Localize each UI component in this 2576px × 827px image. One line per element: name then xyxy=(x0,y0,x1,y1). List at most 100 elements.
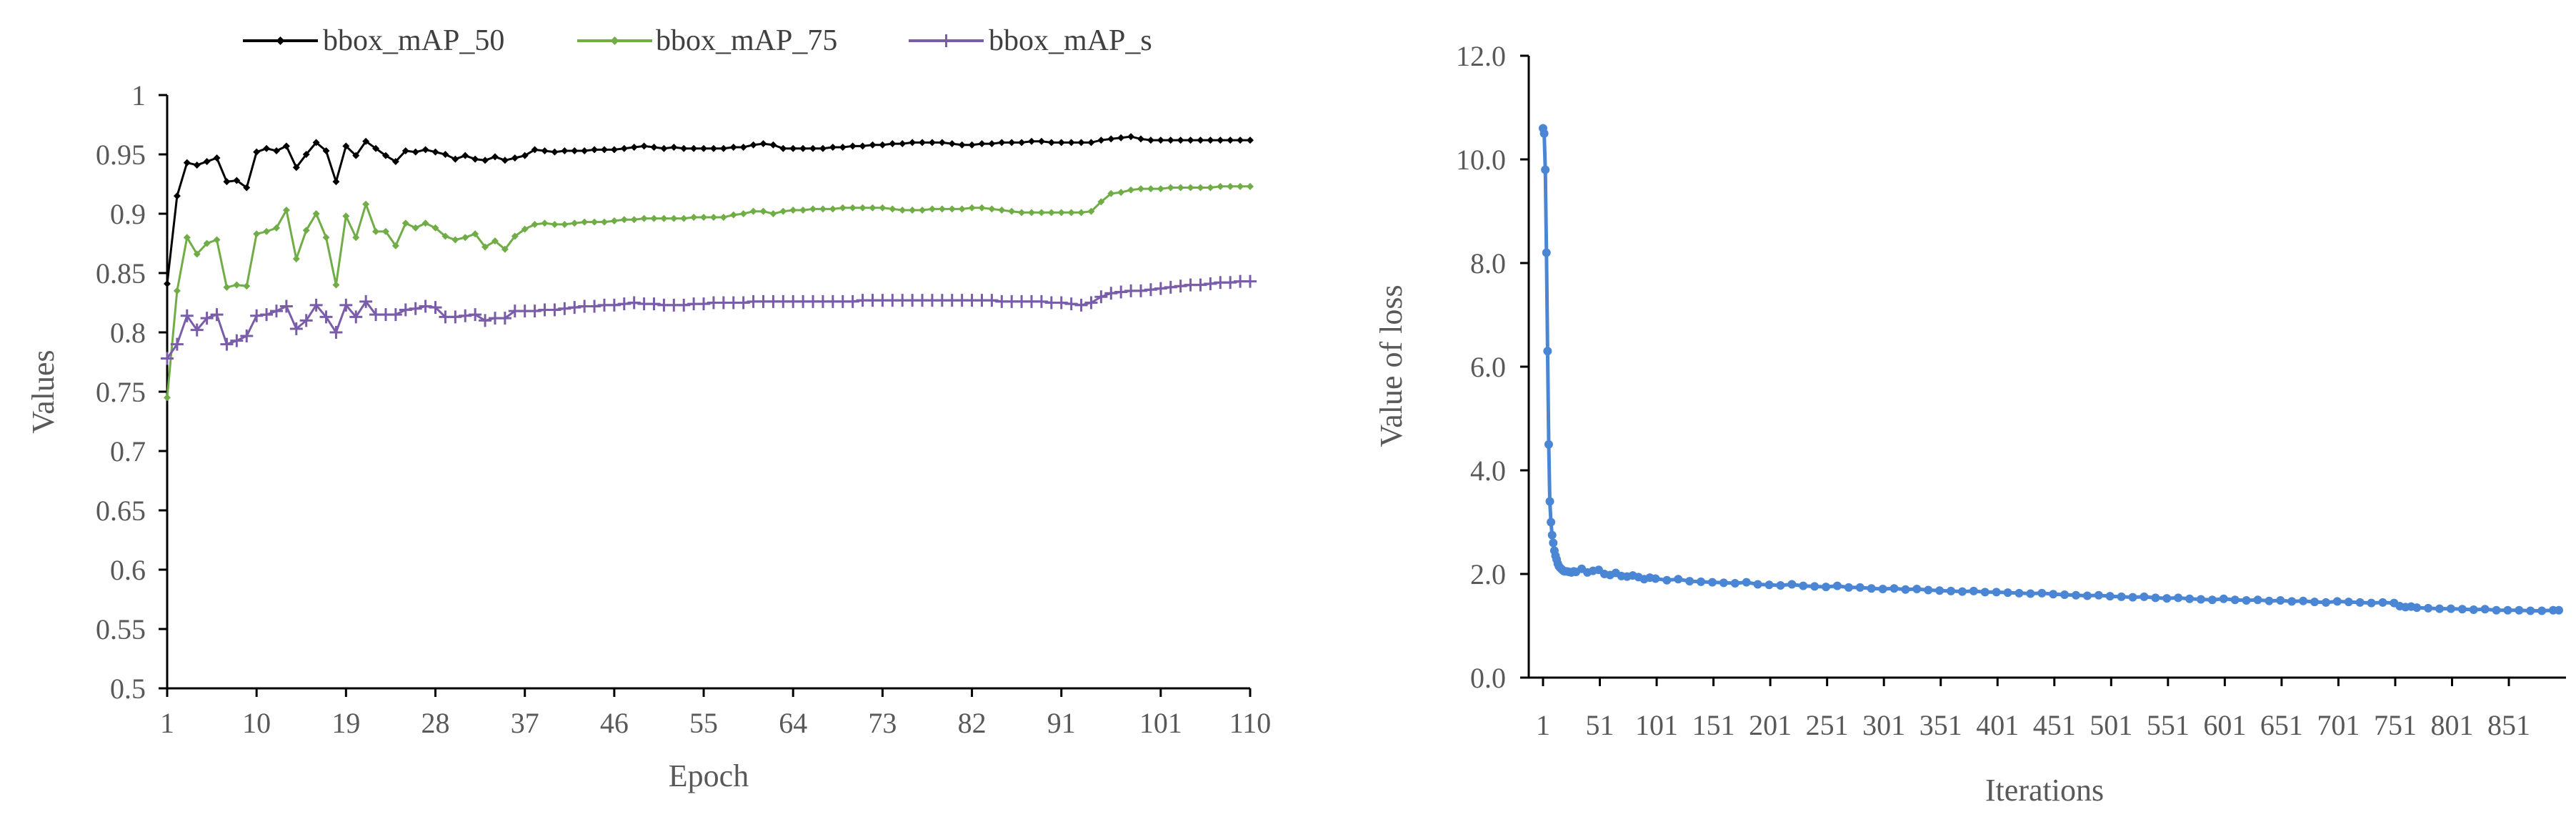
data-point xyxy=(1127,133,1135,141)
data-point xyxy=(2424,603,2433,613)
x-tick-label: 501 xyxy=(2090,709,2132,741)
y-tick-label: 6.0 xyxy=(1470,351,1506,383)
data-point xyxy=(491,153,499,161)
data-point xyxy=(193,161,201,169)
data-point xyxy=(737,296,750,309)
data-point xyxy=(1164,280,1177,294)
data-point xyxy=(312,139,320,147)
data-point xyxy=(429,301,442,315)
data-point xyxy=(302,151,310,158)
x-tick-label: 19 xyxy=(331,707,360,739)
data-point xyxy=(998,207,1006,214)
left-series-group xyxy=(161,133,1257,402)
data-point xyxy=(1217,182,1224,190)
data-point xyxy=(620,216,628,224)
data-point xyxy=(1217,137,1224,144)
x-tick-label: 73 xyxy=(868,707,897,739)
x-tick-label: 110 xyxy=(1229,707,1272,739)
data-point xyxy=(243,282,251,290)
data-point xyxy=(1018,209,1026,217)
data-point xyxy=(690,213,698,221)
data-point xyxy=(449,310,462,324)
data-point xyxy=(1237,137,1244,144)
data-point xyxy=(263,227,271,235)
data-point xyxy=(1651,574,1660,583)
data-point xyxy=(2469,605,2478,615)
data-point xyxy=(471,155,479,163)
data-point xyxy=(2026,589,2035,598)
data-point xyxy=(1018,139,1026,147)
y-tick-label: 12.0 xyxy=(1456,40,1506,72)
data-point xyxy=(200,312,214,325)
data-point xyxy=(459,309,472,322)
data-point xyxy=(1889,584,1899,593)
x-tick-label: 751 xyxy=(2374,709,2417,741)
data-point xyxy=(491,237,499,245)
data-point xyxy=(372,227,380,235)
data-point xyxy=(1547,518,1556,527)
data-point xyxy=(342,142,350,150)
data-point xyxy=(419,299,432,313)
data-point xyxy=(749,141,757,149)
data-point xyxy=(799,207,807,214)
data-point xyxy=(1674,575,1683,584)
series-bbox_mAP_s xyxy=(161,274,1257,365)
data-point xyxy=(1224,276,1237,289)
data-point xyxy=(541,219,549,227)
data-point xyxy=(2094,590,2103,600)
data-point xyxy=(389,308,402,322)
x-tick-label: 51 xyxy=(1586,709,1614,741)
data-point xyxy=(709,213,717,221)
data-point xyxy=(1237,182,1244,190)
data-point xyxy=(193,250,201,258)
data-point xyxy=(1097,198,1105,206)
data-point xyxy=(978,140,986,148)
data-point xyxy=(879,204,887,212)
data-point xyxy=(938,205,946,213)
x-tick-label: 701 xyxy=(2317,709,2360,741)
data-point xyxy=(2310,598,2320,607)
data-point xyxy=(1147,137,1154,144)
x-tick-label: 1 xyxy=(1536,709,1550,741)
y-tick-label: 0.65 xyxy=(96,495,146,527)
data-point xyxy=(2117,592,2126,601)
data-point xyxy=(501,245,509,253)
data-point xyxy=(789,207,797,214)
y-tick-label: 0.7 xyxy=(110,435,146,467)
data-point xyxy=(322,234,330,242)
data-point xyxy=(849,142,857,150)
data-point xyxy=(531,220,539,228)
data-point xyxy=(2253,595,2262,605)
data-point xyxy=(650,214,658,222)
data-point xyxy=(1544,440,1553,449)
data-point xyxy=(759,140,767,148)
data-point xyxy=(829,205,837,213)
data-point xyxy=(809,144,817,152)
data-point xyxy=(2162,594,2172,603)
chart-legend: bbox_mAP_50 bbox_mAP_75 bbox_mAP_s xyxy=(243,24,1152,57)
data-point xyxy=(279,299,293,313)
data-point xyxy=(928,139,936,147)
data-point xyxy=(391,242,399,249)
data-point xyxy=(1822,583,1831,592)
data-point xyxy=(210,308,224,322)
data-point xyxy=(233,177,241,184)
data-point xyxy=(1244,274,1257,288)
x-tick-label: 851 xyxy=(2487,709,2530,741)
right-series-group xyxy=(1539,124,2563,615)
data-point xyxy=(451,155,459,163)
data-point xyxy=(269,304,283,318)
data-point xyxy=(1924,585,1933,595)
series-bbox_mAP_50 xyxy=(164,133,1254,287)
data-point xyxy=(401,147,409,155)
data-point xyxy=(869,141,877,149)
data-point xyxy=(1037,209,1045,217)
left-x-axis-title: Epoch xyxy=(669,758,749,793)
data-point xyxy=(469,308,482,322)
data-point xyxy=(220,337,234,351)
data-point xyxy=(312,210,320,217)
data-point xyxy=(600,146,608,154)
data-point xyxy=(1067,209,1075,217)
x-tick-label: 401 xyxy=(1976,709,2019,741)
